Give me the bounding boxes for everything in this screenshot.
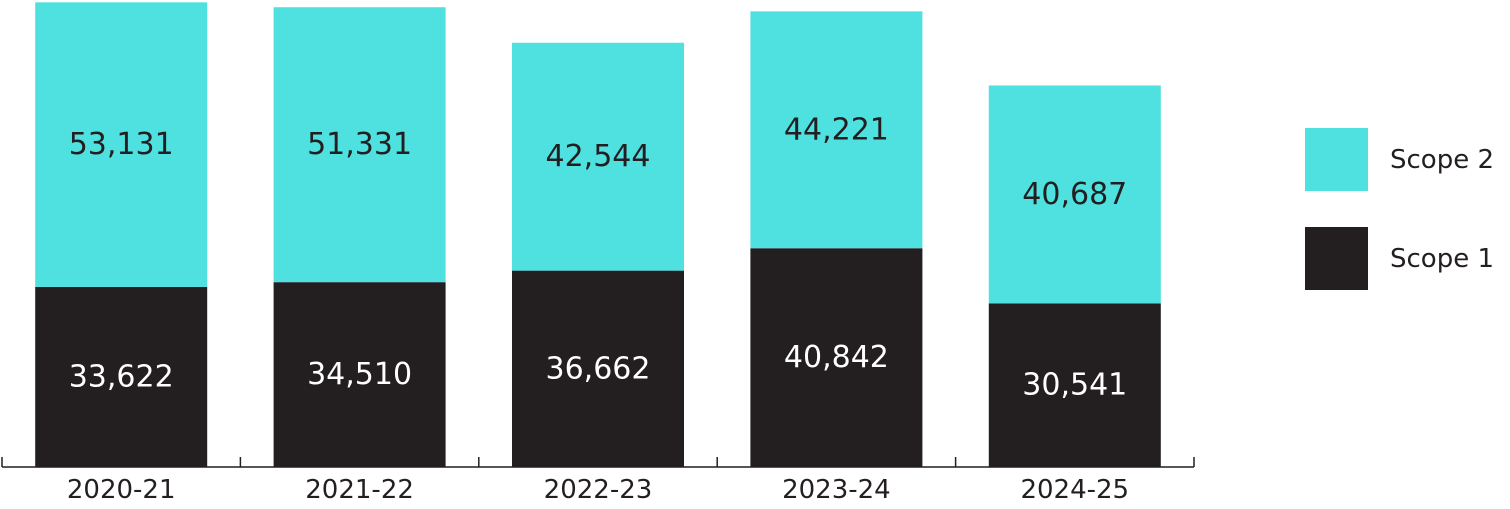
x-tick-label-2024-25: 2024-25 xyxy=(1020,475,1129,505)
x-tick-label-2023-24: 2023-24 xyxy=(782,475,891,505)
legend-swatch-scope-2 xyxy=(1305,128,1368,191)
bars-group xyxy=(35,2,1161,467)
legend-label-scope-1: Scope 1 xyxy=(1390,244,1494,274)
bar-scope-2-2020-21 xyxy=(35,2,208,287)
x-axis xyxy=(1,457,1195,468)
bar-scope-2-2022-23 xyxy=(512,42,684,271)
bar-scope-2-2023-24 xyxy=(750,11,923,249)
x-tick-label-2020-21: 2020-21 xyxy=(67,475,176,505)
x-tick-labels: 2020-21 2021-22 2022-23 2023-24 2024-25 xyxy=(67,475,1129,505)
value-label-scope-2-2021-22: 51,331 xyxy=(307,127,412,162)
legend: Scope 2 Scope 1 xyxy=(1305,128,1494,290)
value-label-scope-2-2023-24: 44,221 xyxy=(784,112,889,147)
x-tick-label-2022-23: 2022-23 xyxy=(544,475,653,505)
value-label-scope-2-2024-25: 40,687 xyxy=(1022,177,1127,212)
bar-scope-2-2024-25 xyxy=(988,85,1161,304)
value-label-scope-1-2023-24: 40,842 xyxy=(784,340,889,375)
value-label-scope-1-2022-23: 36,662 xyxy=(546,351,651,386)
bar-scope-1-2021-22 xyxy=(273,282,446,467)
x-tick-label-2021-22: 2021-22 xyxy=(305,475,414,505)
bar-scope-1-2020-21 xyxy=(35,286,208,467)
value-labels-group: 33,622 53,131 34,510 51,331 36,662 42,544 40,8… xyxy=(69,112,1128,402)
value-label-scope-1-2024-25: 30,541 xyxy=(1022,368,1127,403)
value-label-scope-1-2021-22: 34,510 xyxy=(307,357,412,392)
legend-swatch-scope-1 xyxy=(1305,227,1368,290)
bar-scope-2-2021-22 xyxy=(273,7,446,283)
bar-scope-1-2024-25 xyxy=(988,303,1161,467)
value-label-scope-1-2020-21: 33,622 xyxy=(69,359,174,394)
legend-label-scope-2: Scope 2 xyxy=(1390,145,1494,175)
value-label-scope-2-2020-21: 53,131 xyxy=(69,127,174,162)
bar-scope-1-2022-23 xyxy=(512,270,684,467)
value-label-scope-2-2022-23: 42,544 xyxy=(546,139,651,174)
bar-scope-1-2023-24 xyxy=(750,248,923,467)
